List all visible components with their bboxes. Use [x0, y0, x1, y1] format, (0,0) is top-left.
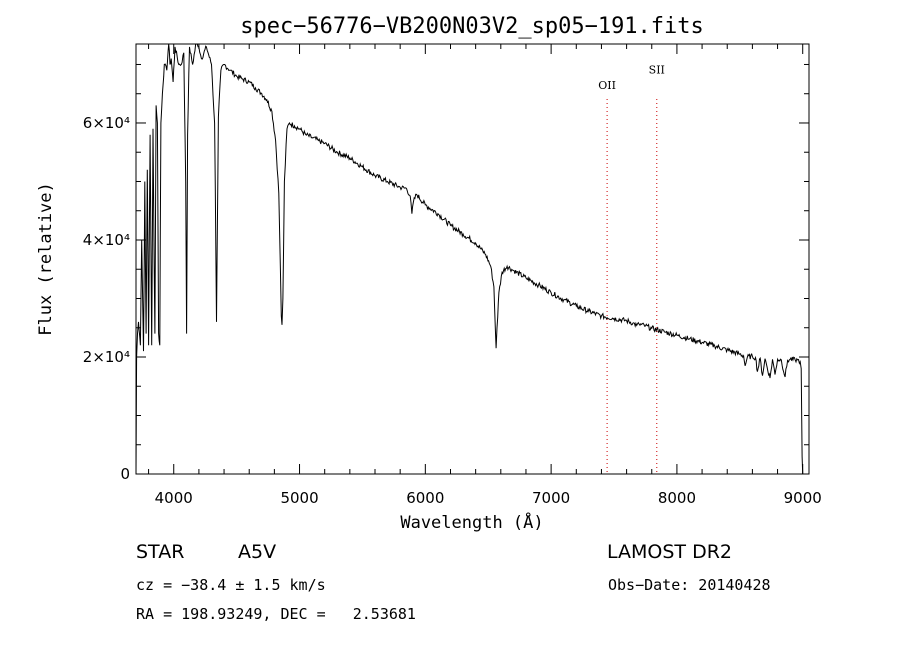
- x-tick-label: 7000: [532, 489, 570, 507]
- emission-line-markers: OII SII: [598, 63, 665, 474]
- chart-title: spec−56776−VB200N03V2_sp05−191.fits: [240, 14, 704, 39]
- y-tick-label: 4×10⁴: [83, 231, 130, 249]
- object-type: STAR: [136, 541, 185, 563]
- y-tick-label: 6×10⁴: [83, 114, 130, 132]
- x-tick-label: 8000: [658, 489, 696, 507]
- x-tick-label: 5000: [280, 489, 318, 507]
- axis-ticks: 4000 5000 6000 7000 8000 9000 0 2×10⁴ 4×10⁴ 6×10⁴: [83, 44, 822, 507]
- emission-line-label: OII: [598, 79, 616, 92]
- y-tick-label: 0: [120, 465, 130, 483]
- y-tick-label: 2×10⁴: [83, 348, 130, 366]
- ra-dec-coordinates: RA = 198.93249, DEC = 2.53681: [136, 605, 416, 623]
- survey-name: LAMOST DR2: [607, 541, 732, 563]
- x-tick-label: 4000: [155, 489, 193, 507]
- redshift-velocity: cz = −38.4 ± 1.5 km/s: [136, 576, 326, 594]
- plot-frame: [135, 43, 810, 475]
- spectral-class: A5V: [238, 541, 277, 563]
- x-tick-label: 9000: [784, 489, 822, 507]
- x-tick-label: 6000: [406, 489, 444, 507]
- spectrum-line: [135, 43, 804, 475]
- x-axis-label: Wavelength (Å): [400, 511, 543, 533]
- y-axis-label: Flux (relative): [36, 182, 56, 336]
- emission-line-label: SII: [649, 63, 665, 76]
- observation-date: Obs−Date: 20140428: [608, 576, 771, 594]
